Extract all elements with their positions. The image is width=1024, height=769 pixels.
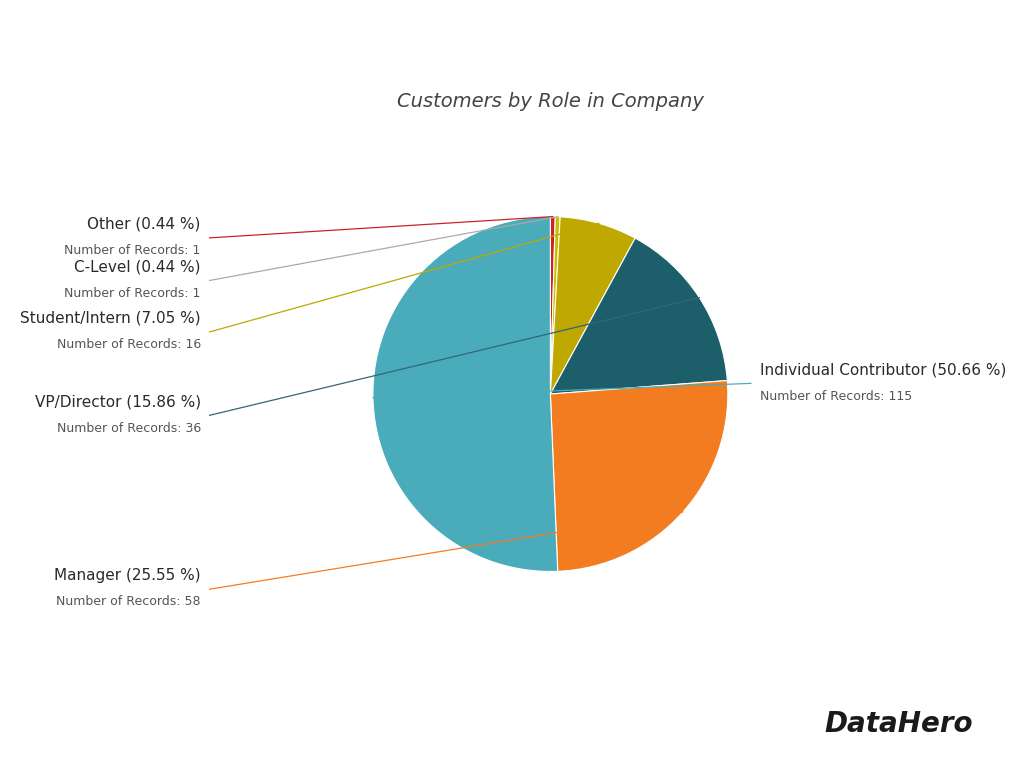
Text: Number of Records: 115: Number of Records: 115 <box>760 390 912 403</box>
Text: Student/Intern (7.05 %): Student/Intern (7.05 %) <box>20 311 201 326</box>
Text: Other (0.44 %): Other (0.44 %) <box>87 217 201 231</box>
Wedge shape <box>550 238 727 394</box>
Text: Number of Records: 1: Number of Records: 1 <box>65 287 201 300</box>
Text: Number of Records: 58: Number of Records: 58 <box>56 595 201 608</box>
Wedge shape <box>550 217 635 394</box>
Text: Number of Records: 1: Number of Records: 1 <box>65 244 201 257</box>
Wedge shape <box>373 217 558 571</box>
Wedge shape <box>550 381 728 571</box>
Text: Number of Records: 16: Number of Records: 16 <box>56 338 201 351</box>
Text: VP/Director (15.86 %): VP/Director (15.86 %) <box>35 394 201 409</box>
Title: Customers by Role in Company: Customers by Role in Company <box>397 92 703 111</box>
Wedge shape <box>550 217 555 394</box>
Text: Individual Contributor (50.66 %): Individual Contributor (50.66 %) <box>760 362 1007 377</box>
Text: Manager (25.55 %): Manager (25.55 %) <box>54 568 201 583</box>
Text: Number of Records: 36: Number of Records: 36 <box>56 421 201 434</box>
Text: C-Level (0.44 %): C-Level (0.44 %) <box>75 259 201 275</box>
Wedge shape <box>550 217 560 394</box>
Text: DataHero: DataHero <box>824 711 973 738</box>
